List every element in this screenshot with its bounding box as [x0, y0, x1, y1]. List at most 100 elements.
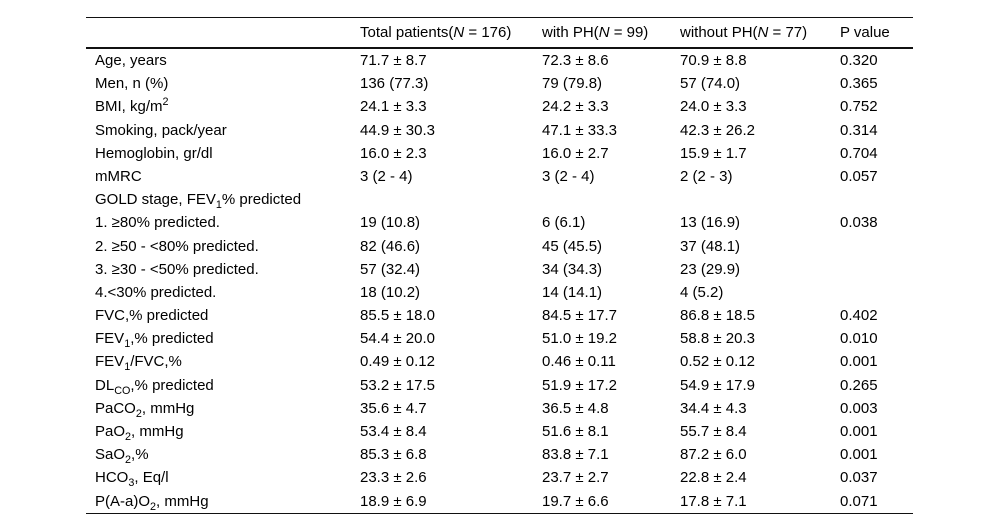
patient-characteristics-table: Total patients(N = 176) with PH(N = 99) …: [86, 17, 913, 514]
row-value: 18.9 ± 6.9: [360, 492, 427, 510]
row-value: 42.3 ± 26.2: [680, 121, 755, 139]
row-label: HCO3, Eq/l: [95, 469, 169, 490]
row-value: 23.7 ± 2.7: [542, 469, 609, 487]
row-value: 4 (5.2): [680, 283, 724, 301]
row-value: 47.1 ± 33.3: [542, 121, 617, 139]
column-header-with-ph: with PH(N = 99): [542, 24, 649, 41]
row-value: 87.2 ± 6.0: [680, 446, 747, 464]
table-row: mMRC 3 (2 - 4) 3 (2 - 4) 2 (2 - 3) 0.057: [86, 165, 913, 188]
row-value: 0.365: [840, 75, 878, 93]
row-label: PaO2, mmHg: [95, 423, 184, 443]
row-value: 24.0 ± 3.3: [680, 98, 747, 116]
row-value: 0.001: [840, 446, 878, 464]
row-value: [360, 188, 542, 211]
row-value: [840, 281, 913, 304]
row-value: 23.3 ± 2.6: [360, 469, 427, 487]
row-value: [542, 188, 680, 211]
row-value: 2 (2 - 3): [680, 167, 733, 185]
table-row: FVC,% predicted 85.5 ± 18.0 84.5 ± 17.7 86.…: [86, 304, 913, 327]
row-value: 24.2 ± 3.3: [542, 98, 609, 116]
row-value: 85.3 ± 6.8: [360, 446, 427, 464]
row-value: 71.7 ± 8.7: [360, 52, 427, 69]
row-value: 34.4 ± 4.3: [680, 399, 747, 417]
row-value: [680, 188, 840, 211]
row-value: 57 (74.0): [680, 75, 741, 93]
row-value: 51.6 ± 8.1: [542, 423, 609, 440]
row-value: 0.265: [840, 376, 878, 394]
column-header-p-value: P value: [840, 24, 890, 41]
row-value: 19 (10.8): [360, 214, 421, 232]
row-value: 72.3 ± 8.6: [542, 52, 609, 69]
row-value: [840, 258, 913, 281]
row-value: 0.402: [840, 307, 878, 325]
row-label: FVC,% predicted: [95, 307, 209, 325]
table-row: P(A-a)O2, mmHg 18.9 ± 6.9 19.7 ± 6.6 17.8 ±…: [86, 490, 913, 513]
row-value: 57 (32.4): [360, 260, 421, 278]
table-row: GOLD stage, FEV1% predicted: [86, 188, 913, 211]
row-label: SaO2,%: [95, 446, 149, 467]
row-value: 0.001: [840, 353, 878, 371]
row-value: 53.4 ± 8.4: [360, 423, 427, 440]
row-value: 85.5 ± 18.0: [360, 307, 435, 325]
row-value: 35.6 ± 4.7: [360, 399, 427, 417]
row-value: 18 (10.2): [360, 283, 421, 301]
column-header-without-ph: without PH(N = 77): [680, 24, 808, 41]
row-value: 83.8 ± 7.1: [542, 446, 609, 464]
row-value: 0.752: [840, 98, 878, 116]
table-row: 4.<30% predicted. 18 (10.2) 14 (14.1) 4 (5.…: [86, 281, 913, 304]
row-value: 0.057: [840, 167, 878, 185]
table-row: 1. ≥80% predicted. 19 (10.8) 6 (6.1) 13 (16…: [86, 211, 913, 234]
row-value: 3 (2 - 4): [360, 167, 413, 185]
table-row: FEV1/FVC,% 0.49 ± 0.12 0.46 ± 0.11 0.52 ± 0…: [86, 350, 913, 373]
row-value: 0.001: [840, 423, 878, 440]
row-value: 15.9 ± 1.7: [680, 144, 747, 162]
table-row: PaCO2, mmHg 35.6 ± 4.7 36.5 ± 4.8 34.4 ± 4.…: [86, 397, 913, 420]
table-header-rule: [86, 47, 913, 49]
row-label: 1. ≥80% predicted.: [95, 214, 220, 232]
row-value: 44.9 ± 30.3: [360, 121, 435, 139]
table-header-row: Total patients(N = 176) with PH(N = 99) …: [86, 18, 913, 47]
row-value: 51.0 ± 19.2: [542, 330, 617, 348]
row-value: 0.037: [840, 469, 878, 487]
row-value: [840, 235, 913, 258]
row-label: mMRC: [95, 167, 142, 185]
row-value: 55.7 ± 8.4: [680, 423, 747, 440]
row-value: 86.8 ± 18.5: [680, 307, 755, 325]
row-value: 53.2 ± 17.5: [360, 376, 435, 394]
table-row: Smoking, pack/year 44.9 ± 30.3 47.1 ± 33.3…: [86, 119, 913, 142]
row-label: 2. ≥50 - <80% predicted.: [95, 237, 259, 255]
table-row: HCO3, Eq/l 23.3 ± 2.6 23.7 ± 2.7 22.8 ± 2.4…: [86, 466, 913, 489]
row-value: 0.038: [840, 214, 878, 232]
row-value: 79 (79.8): [542, 75, 603, 93]
table-top-rule: [86, 17, 913, 18]
table-row: Men, n (%) 136 (77.3) 79 (79.8) 57 (74.0) 0.…: [86, 72, 913, 95]
table-row: DLCO,% predicted 53.2 ± 17.5 51.9 ± 17.2 54…: [86, 374, 913, 397]
row-label: Age, years: [95, 52, 167, 69]
row-value: 6 (6.1): [542, 214, 586, 232]
row-value: 0.320: [840, 52, 878, 69]
row-value: 24.1 ± 3.3: [360, 98, 427, 116]
row-value: 16.0 ± 2.7: [542, 144, 609, 162]
row-value: 70.9 ± 8.8: [680, 52, 747, 69]
row-label: DLCO,% predicted: [95, 376, 214, 397]
row-label: PaCO2, mmHg: [95, 399, 195, 420]
row-value: 82 (46.6): [360, 237, 421, 255]
row-label: 3. ≥30 - <50% predicted.: [95, 260, 259, 278]
table-row: PaO2, mmHg 53.4 ± 8.4 51.6 ± 8.1 55.7 ± 8.4…: [86, 420, 913, 443]
row-label: P(A-a)O2, mmHg: [95, 492, 209, 513]
row-value: 84.5 ± 17.7: [542, 307, 617, 325]
row-value: 3 (2 - 4): [542, 167, 595, 185]
row-value: 13 (16.9): [680, 214, 741, 232]
row-value: 0.010: [840, 330, 878, 348]
row-value: 54.4 ± 20.0: [360, 330, 435, 348]
row-label: 4.<30% predicted.: [95, 283, 217, 301]
row-value: 22.8 ± 2.4: [680, 469, 747, 487]
row-value: 36.5 ± 4.8: [542, 399, 609, 417]
row-value: 58.8 ± 20.3: [680, 330, 755, 348]
row-value: 23 (29.9): [680, 260, 741, 278]
table-bottom-rule: [86, 512, 913, 514]
row-value: 0.003: [840, 399, 878, 417]
row-value: 45 (45.5): [542, 237, 603, 255]
row-value: 19.7 ± 6.6: [542, 492, 609, 510]
table-row: SaO2,% 85.3 ± 6.8 83.8 ± 7.1 87.2 ± 6.0 0.00…: [86, 443, 913, 466]
